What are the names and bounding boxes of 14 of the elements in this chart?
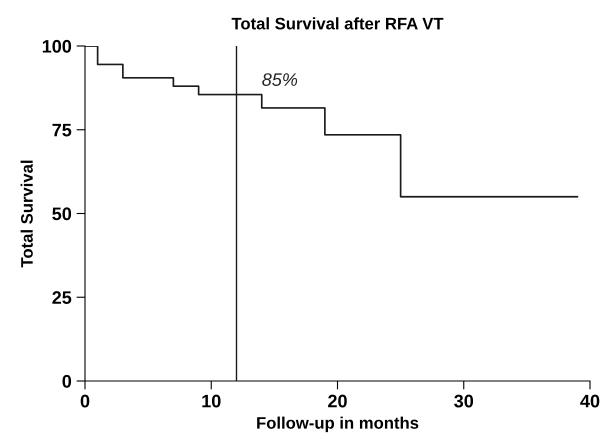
x-tick-label: 0	[80, 394, 90, 408]
y-tick-label: 50	[52, 207, 72, 220]
y-tick-label: 75	[52, 124, 72, 136]
x-tick-label: 40	[580, 394, 600, 408]
x-tick-label: 10	[202, 394, 221, 408]
chart-title: Total Survival after RFA VT	[232, 17, 444, 30]
y-tick-label: 25	[52, 291, 72, 304]
y-axis-title: Total Survival	[20, 160, 33, 268]
y-tick-label: 0	[62, 374, 72, 388]
x-tick-label: 20	[328, 394, 347, 408]
y-tick-label: 100	[42, 40, 72, 53]
x-axis-title: Follow-up in months	[257, 416, 418, 432]
annotation: 85%	[262, 73, 298, 86]
x-tick-label: 30	[454, 394, 474, 408]
